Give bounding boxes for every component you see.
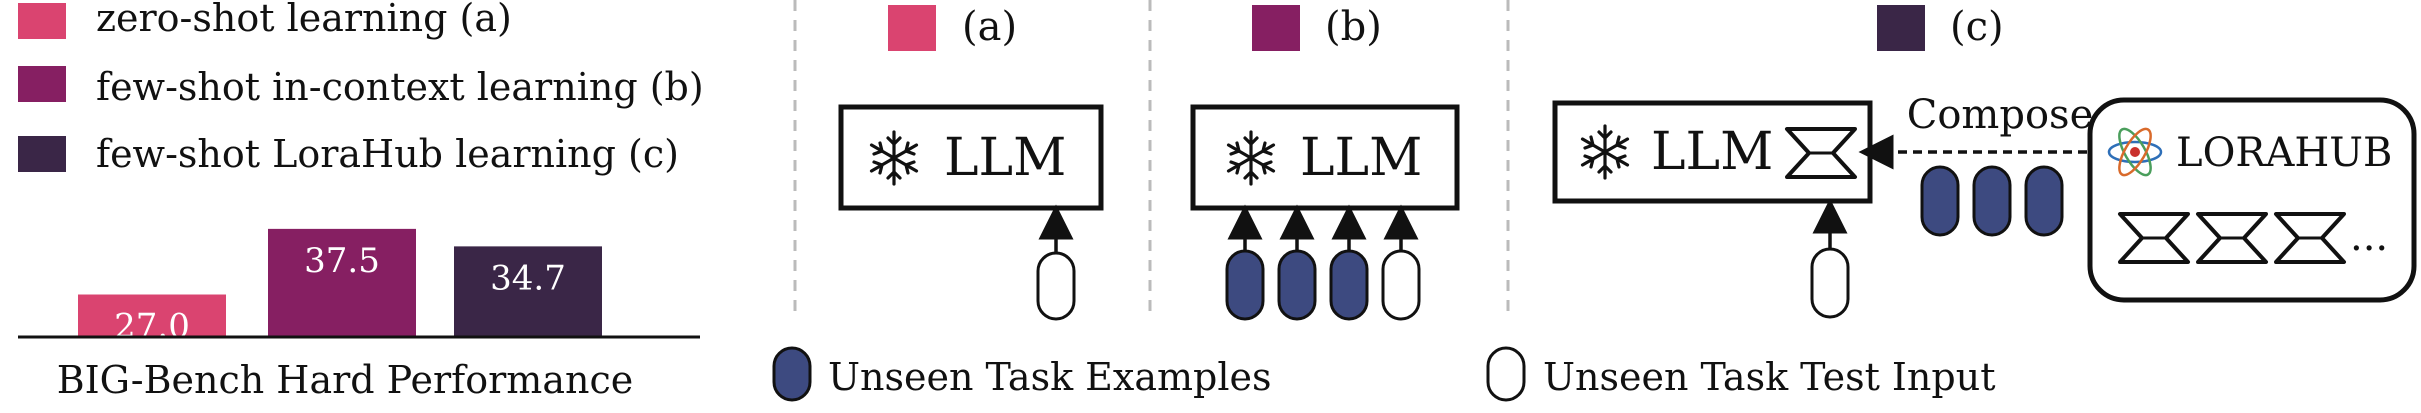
legend-label-c: few-shot LoraHub learning (c): [96, 132, 679, 176]
panel-a-tag: (a): [962, 4, 1017, 50]
panel-c-llm-label: LLM: [1651, 122, 1773, 182]
panel-b-test-input: [1381, 249, 1421, 321]
panel-b-swatch: [1252, 5, 1300, 51]
panel-a: (a) LLM: [838, 4, 1104, 321]
panel-b-example-2: [1277, 249, 1317, 321]
legend: zero-shot learning (a) few-shot in-conte…: [18, 0, 704, 176]
panel-b: (b) LLM: [1190, 4, 1460, 321]
bar-c: [454, 246, 602, 337]
panel-a-swatch: [888, 5, 936, 51]
panel-c-tag: (c): [1950, 4, 2004, 50]
bar-a: [78, 294, 226, 337]
chart-xlabel: BIG-Bench Hard Performance: [57, 358, 633, 402]
legend-swatch-c: [18, 136, 66, 172]
compose-example-3: [2024, 165, 2064, 237]
legend-swatch-b: [18, 66, 66, 102]
lorahub-ellipsis: ...: [2350, 214, 2388, 260]
panel-b-example-3: [1329, 249, 1369, 321]
panel-b-example-1: [1225, 249, 1265, 321]
legend-swatch-a: [18, 3, 66, 39]
panel-b-llm-label: LLM: [1300, 128, 1422, 188]
panel-c-swatch: [1877, 5, 1925, 51]
panel-b-tag: (b): [1325, 4, 1382, 50]
bottom-legend: Unseen Task Examples Unseen Task Test In…: [772, 346, 1995, 402]
test-input-legend-pill: [1486, 346, 1526, 402]
compose-example-2: [1972, 165, 2012, 237]
bar-value-label: 27.0: [114, 307, 190, 347]
atom-icon: [2107, 127, 2163, 177]
test-input-legend-label: Unseen Task Test Input: [1543, 355, 1995, 399]
lorahub-name: LORAHUB: [2176, 130, 2392, 176]
bar-value-label: 37.5: [304, 241, 380, 281]
legend-label-a: zero-shot learning (a): [96, 0, 512, 40]
panel-a-test-input: [1036, 251, 1076, 321]
panel-a-llm-box: [838, 104, 1104, 211]
compose-label: Compose: [1907, 92, 2094, 138]
panel-b-llm-box: [1190, 104, 1460, 211]
panel-c-test-input: [1810, 247, 1850, 319]
examples-legend-label: Unseen Task Examples: [828, 355, 1272, 399]
examples-legend-pill: [772, 346, 812, 402]
panel-a-llm-label: LLM: [944, 128, 1066, 188]
legend-label-b: few-shot in-context learning (b): [96, 65, 704, 109]
bar-b: [268, 228, 416, 337]
bar-chart: 27.0 37.5 34.7: [78, 228, 602, 347]
panel-c: (c) LLM Compose LORAHUB ...: [1552, 4, 2417, 319]
compose-example-1: [1920, 165, 1960, 237]
bar-value-label: 34.7: [490, 258, 566, 298]
